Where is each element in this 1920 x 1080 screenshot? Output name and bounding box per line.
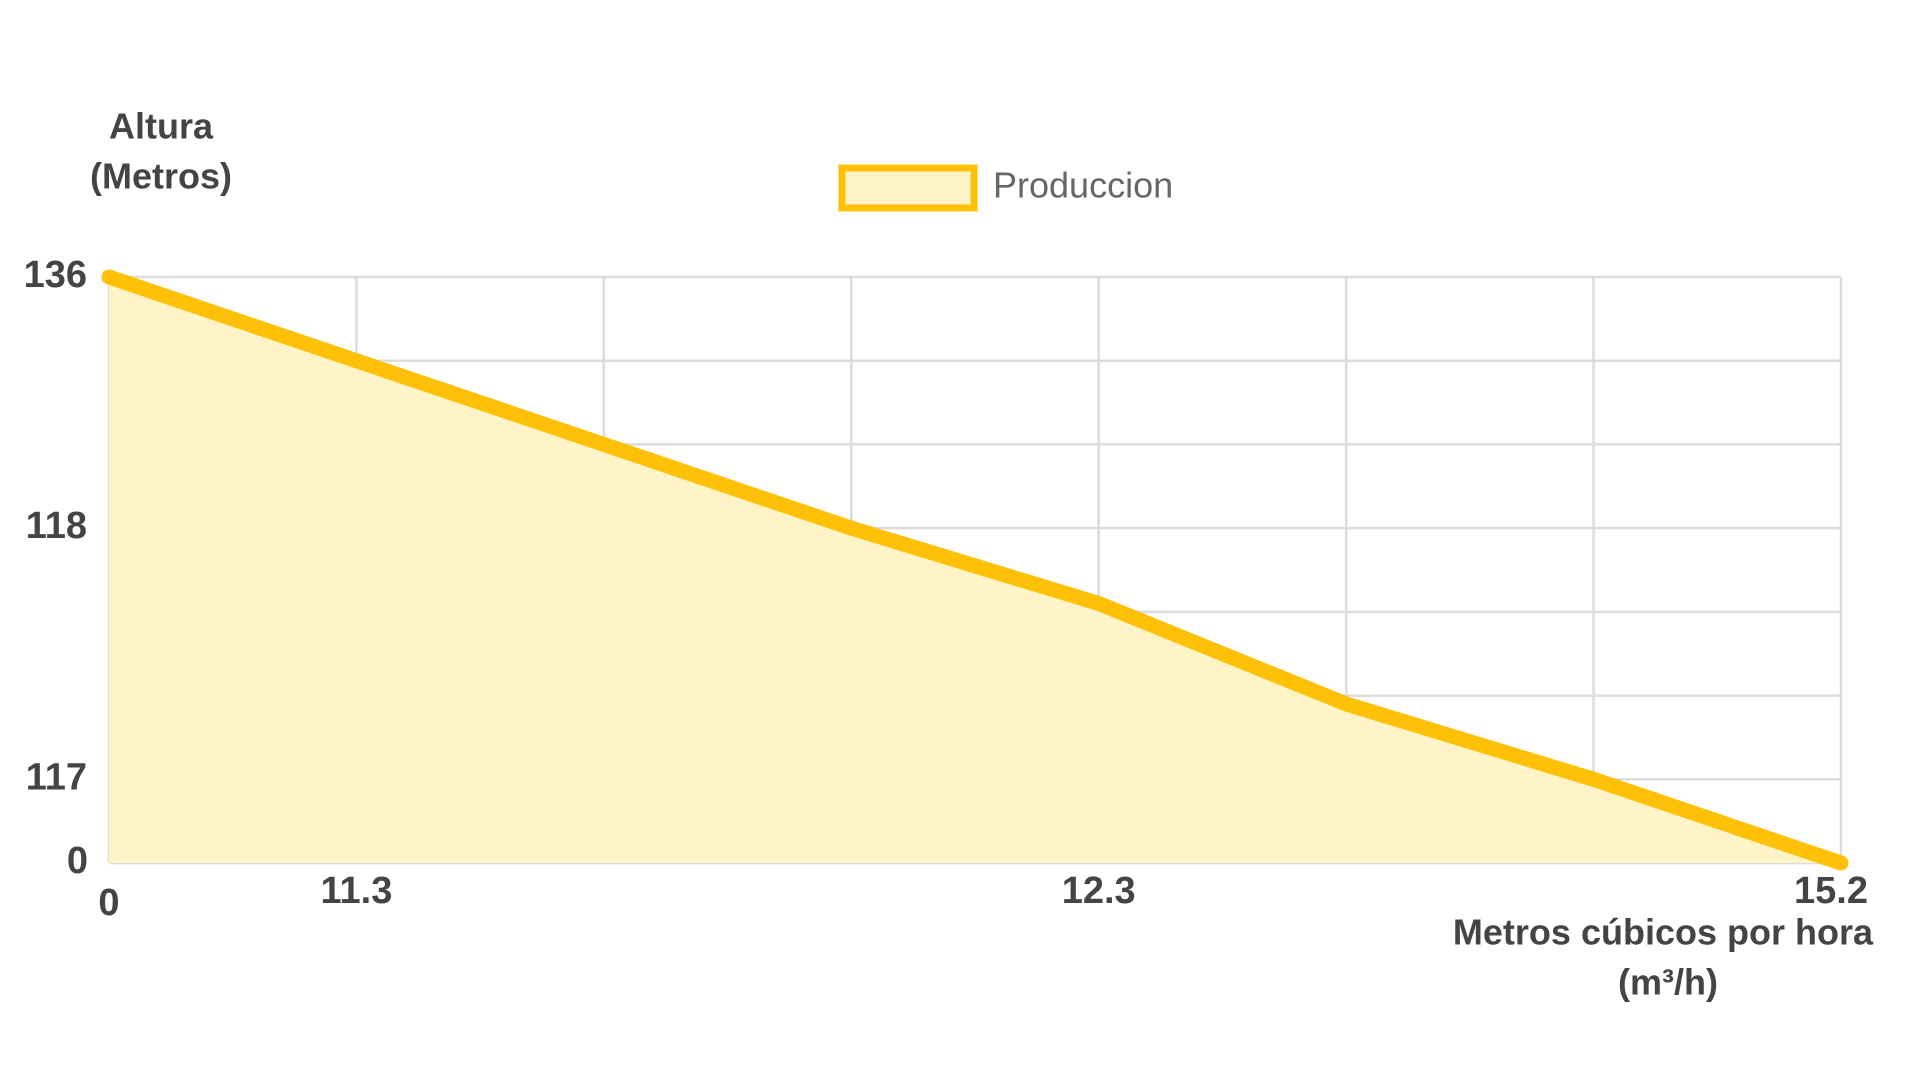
x-axis-title: Metros cúbicos por hora [1453, 912, 1874, 953]
y-axis-title: Altura [109, 106, 214, 147]
line [101, 269, 1849, 871]
x-tick-label: 0 [98, 882, 119, 924]
y-tick-label: 0 [67, 840, 88, 882]
legend-swatch [838, 164, 978, 212]
y-tick-label: 117 [26, 756, 87, 798]
legend-label: Produccion [993, 165, 1173, 206]
x-axis-title: (m³/h) [1618, 962, 1718, 1003]
x-tick-label: 15.2 [1794, 870, 1868, 912]
y-tick-label: 136 [24, 254, 87, 296]
y-axis-title: (Metros) [90, 156, 232, 197]
x-tick-label: 11.3 [320, 870, 392, 912]
y-tick-label: 118 [26, 505, 87, 547]
x-tick-label: 12.3 [1062, 870, 1136, 912]
